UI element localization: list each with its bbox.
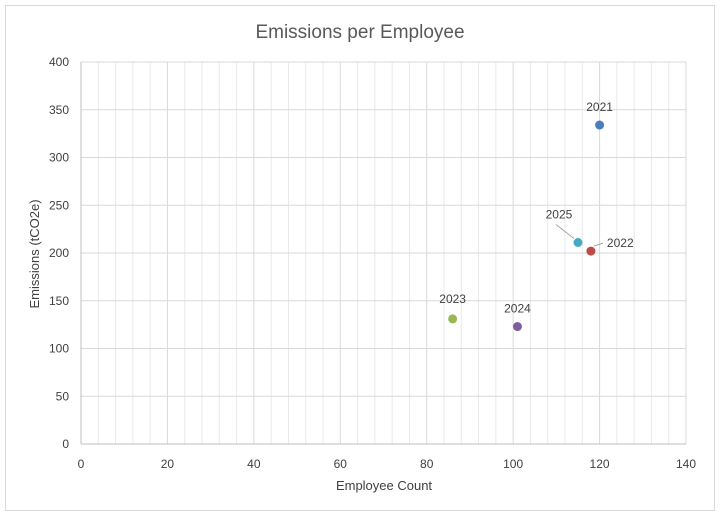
y-tick-label: 0 [62, 437, 69, 451]
chart-title: Emissions per Employee [255, 22, 464, 43]
chart-frame [5, 5, 715, 511]
grid-lines [80, 61, 687, 445]
axes [80, 62, 686, 445]
x-tick-label: 140 [676, 457, 696, 471]
y-tick-label: 300 [49, 151, 69, 165]
tick-labels: 0 20 40 60 80 100 120 140 0 50 100 150 200 250 300 350 4… [49, 55, 696, 471]
x-tick-label: 100 [503, 457, 523, 471]
data-labels: 2021 2022 2023 2024 2025 [439, 100, 634, 316]
y-tick-label: 100 [49, 342, 69, 356]
leader-line [555, 224, 575, 239]
data-point-2025[interactable] [573, 237, 583, 247]
y-tick-label: 250 [49, 198, 69, 212]
data-points [448, 120, 605, 332]
data-point-2024[interactable] [512, 322, 522, 332]
y-tick-label: 200 [49, 246, 69, 260]
x-tick-label: 60 [334, 457, 348, 471]
data-point-2023[interactable] [448, 314, 458, 324]
leader-lines [555, 224, 604, 247]
x-tick-label: 80 [420, 457, 434, 471]
x-axis-title: Employee Count [336, 478, 432, 493]
y-axis-title: Emissions (tCO2e) [27, 199, 42, 308]
y-tick-label: 350 [49, 103, 69, 117]
data-label-2025: 2025 [546, 207, 573, 221]
y-tick-label: 400 [49, 55, 69, 69]
x-tick-label: 20 [161, 457, 175, 471]
data-label-2023: 2023 [439, 292, 466, 306]
x-tick-label: 0 [78, 457, 85, 471]
x-tick-label: 40 [247, 457, 261, 471]
data-label-2021: 2021 [586, 100, 613, 114]
data-point-2021[interactable] [595, 120, 605, 130]
y-tick-label: 50 [56, 389, 70, 403]
data-label-2024: 2024 [504, 302, 531, 316]
y-tick-label: 150 [49, 294, 69, 308]
leader-line [593, 242, 604, 247]
x-tick-label: 120 [590, 457, 610, 471]
data-point-2022[interactable] [586, 246, 596, 256]
data-label-2022: 2022 [607, 236, 634, 250]
